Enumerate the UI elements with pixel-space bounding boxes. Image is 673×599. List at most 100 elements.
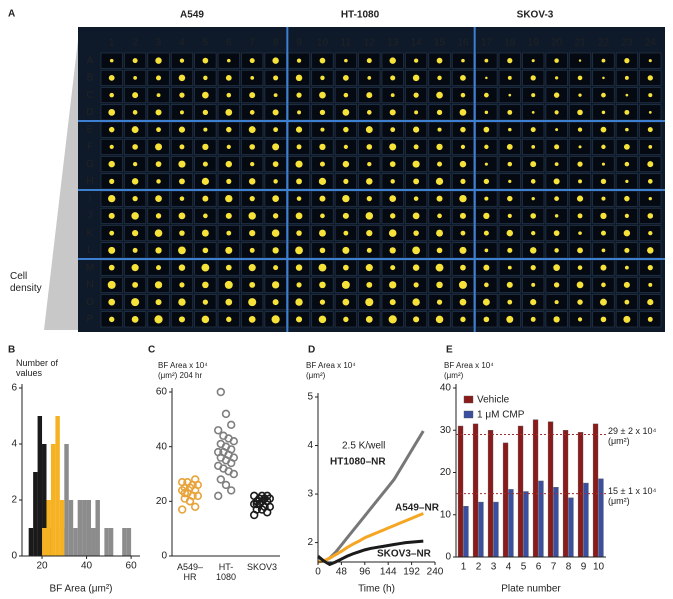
spheroid: [577, 213, 583, 219]
spheroid: [109, 230, 115, 236]
spheroid: [531, 282, 536, 287]
column-label: 19: [528, 38, 540, 49]
x-axis-title: BF Area (μm²): [50, 584, 113, 595]
spheroid: [154, 315, 163, 324]
y-tick-label: 2: [11, 495, 17, 506]
spheroid: [156, 265, 162, 271]
spheroid: [202, 299, 209, 305]
spheroid: [648, 145, 653, 149]
spheroid: [178, 264, 186, 271]
spheroid: [249, 230, 256, 237]
spheroid: [226, 230, 232, 236]
x-tick-label: 8: [566, 562, 572, 573]
spheroid: [203, 213, 208, 219]
spheroid: [178, 74, 186, 82]
panel-label: C: [148, 345, 155, 356]
column-label: 2: [132, 38, 138, 49]
spheroid: [529, 247, 537, 254]
spheroid: [155, 247, 162, 254]
legend-label: Vehicle: [477, 395, 510, 406]
spheroid: [225, 212, 232, 219]
y-tick-label: 0: [161, 551, 167, 562]
spheroid: [366, 247, 372, 253]
spheroid: [249, 281, 256, 288]
row-label: H: [86, 176, 93, 187]
spheroid: [601, 110, 606, 115]
data-point: [221, 409, 231, 419]
spheroid: [295, 126, 303, 133]
spheroid: [365, 126, 373, 134]
spheroid: [295, 74, 303, 82]
x-tick-label: HT- 1080: [215, 562, 237, 582]
spheroid: [507, 213, 512, 218]
spheroid: [156, 179, 161, 184]
panel-label: D: [308, 345, 315, 356]
spheroid: [248, 315, 256, 323]
spheroid: [508, 93, 512, 97]
spheroid: [319, 281, 326, 289]
bar: [517, 425, 524, 558]
spheroid: [203, 127, 208, 132]
spheroid: [507, 299, 513, 305]
spheroid: [601, 196, 606, 201]
spheroid: [319, 91, 326, 99]
spheroid: [461, 58, 465, 63]
spheroid: [319, 195, 326, 202]
spheroid: [131, 178, 139, 185]
histogram-bar: [64, 444, 69, 556]
histogram-bar: [59, 500, 65, 556]
spheroid: [131, 298, 140, 307]
spheroid: [179, 230, 185, 236]
spheroid: [388, 315, 397, 324]
spheroid: [224, 280, 233, 289]
x-tick-label: 7: [551, 562, 557, 573]
row-label: G: [86, 159, 94, 170]
legend-swatch: [463, 395, 474, 404]
spheroid: [484, 92, 489, 98]
spheroid: [484, 144, 489, 150]
spheroid: [320, 127, 325, 132]
histogram-bar: [77, 500, 83, 556]
bar: [568, 497, 574, 558]
spheroid: [108, 126, 115, 133]
data-point: [214, 426, 223, 435]
spheroid: [437, 75, 442, 81]
spheroid: [178, 126, 186, 133]
spheroid: [436, 247, 443, 254]
spheroid: [624, 213, 629, 218]
spheroid: [436, 281, 443, 289]
spheroid: [483, 126, 490, 133]
spheroid: [413, 230, 419, 236]
column-label: 24: [645, 38, 657, 49]
data-point: [185, 497, 195, 506]
spheroid: [296, 196, 302, 201]
column-label: 16: [457, 38, 469, 49]
spheroid: [226, 178, 232, 184]
spheroid: [319, 109, 326, 116]
spheroid: [600, 126, 607, 133]
spheroid: [484, 248, 489, 253]
column-label: 1: [109, 38, 115, 49]
spheroid: [225, 108, 233, 116]
spheroid: [319, 161, 325, 167]
y-axis-title: BF Area x 10⁴ (μm²) 204 hr: [158, 361, 208, 380]
spheroid: [624, 109, 630, 115]
spheroid: [484, 110, 489, 115]
spheroid: [201, 263, 210, 272]
spheroid: [366, 92, 373, 99]
spheroid: [625, 179, 629, 183]
x-tick-label: 9: [581, 562, 587, 573]
spheroid: [647, 316, 653, 322]
bar: [472, 423, 479, 558]
x-tick-label: 2: [476, 562, 482, 573]
x-axis-title: Time (h): [358, 584, 395, 595]
spheroid: [530, 265, 536, 271]
spheroid: [249, 195, 255, 202]
y-tick-label: 30: [440, 425, 452, 436]
spheroid: [460, 178, 466, 184]
spheroid: [202, 57, 209, 64]
bar: [592, 423, 599, 558]
spheroid: [390, 179, 395, 184]
spheroid: [485, 76, 488, 80]
spheroid: [482, 298, 490, 306]
